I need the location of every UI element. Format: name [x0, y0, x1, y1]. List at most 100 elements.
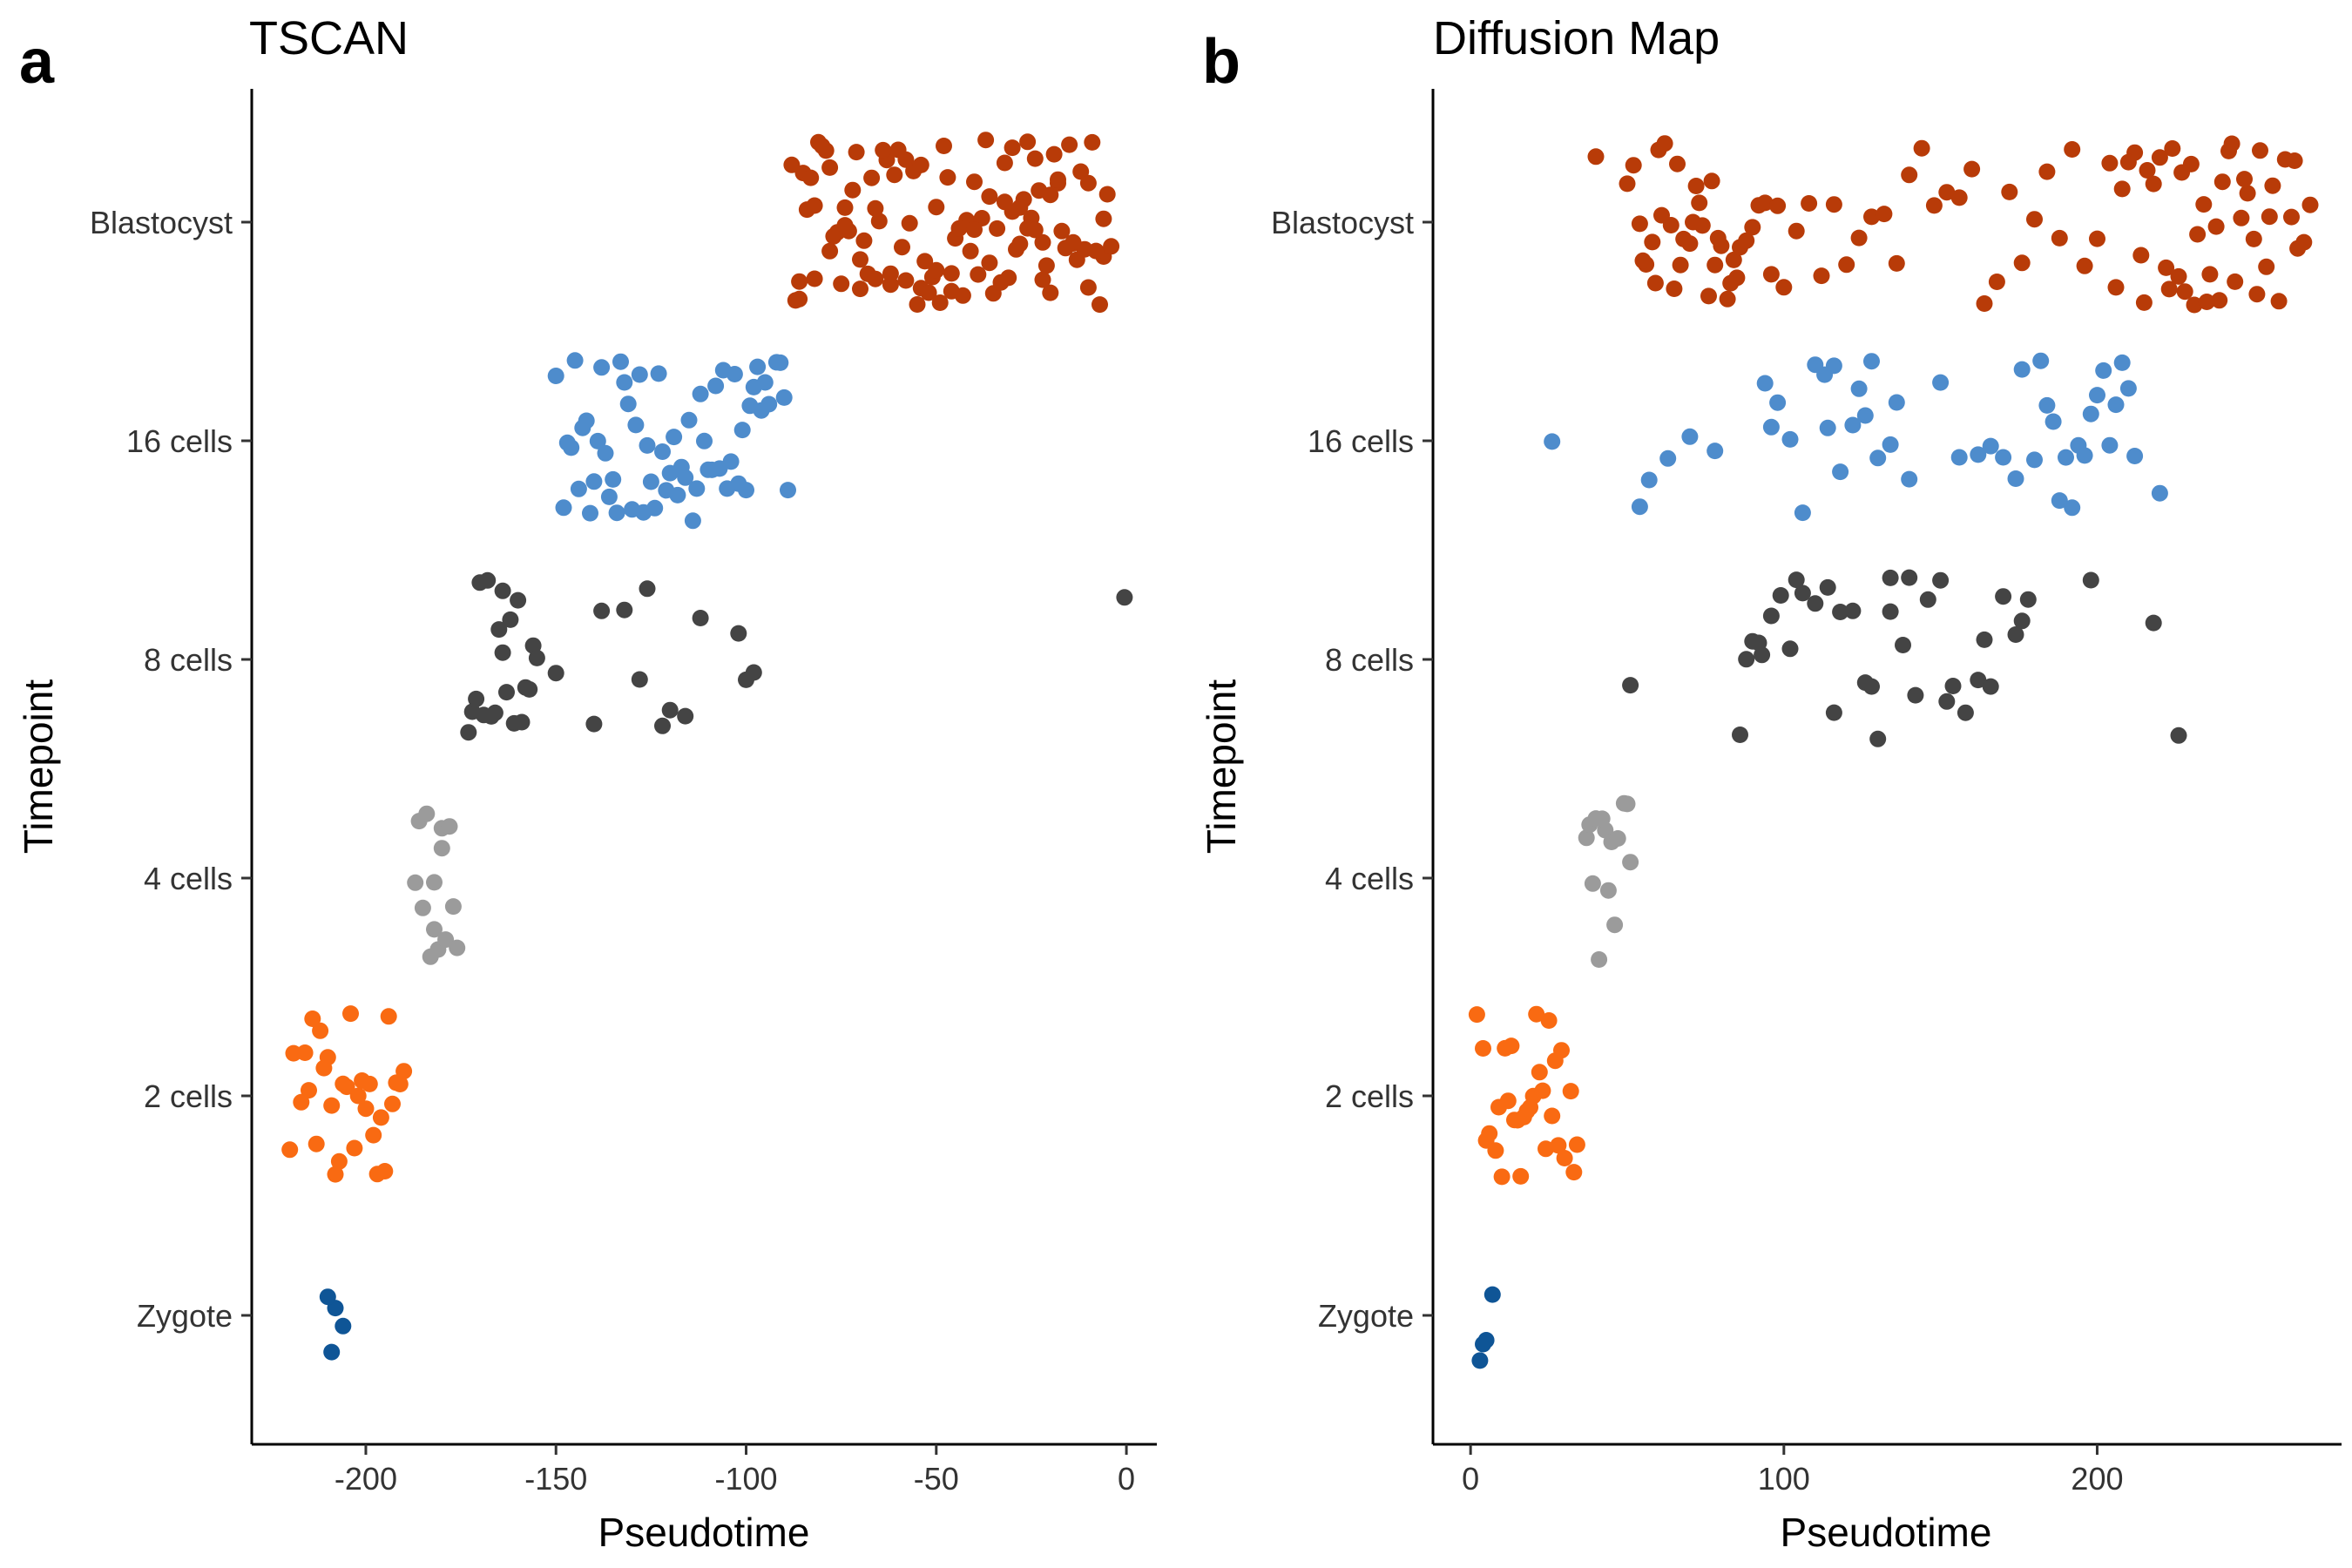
- point-blastocyst: [806, 197, 823, 214]
- point-16-cells: [631, 366, 648, 383]
- point-blastocyst: [1064, 233, 1082, 251]
- point-blastocyst: [1656, 135, 1673, 152]
- point-blastocyst: [1901, 166, 1918, 184]
- point-8-cells: [1938, 693, 1956, 710]
- point-2-cells: [330, 1152, 348, 1170]
- point-blastocyst: [1050, 171, 1066, 188]
- point-blastocyst: [897, 151, 915, 168]
- point-blastocyst: [2213, 173, 2231, 191]
- point-blastocyst: [2223, 135, 2240, 152]
- point-8-cells: [1882, 569, 1899, 586]
- y-tick-label-b: Blastocyst: [1271, 205, 1414, 240]
- point-8-cells: [1762, 607, 1780, 625]
- point-blastocyst: [1026, 221, 1044, 239]
- point-4-cells: [1609, 830, 1626, 847]
- point-16-cells: [2044, 413, 2062, 430]
- point-zygote: [335, 1317, 352, 1335]
- point-16-cells: [566, 352, 584, 369]
- point-blastocyst: [897, 272, 915, 289]
- point-blastocyst: [833, 275, 850, 293]
- point-blastocyst: [1037, 257, 1055, 274]
- point-8-cells: [490, 621, 508, 639]
- point-2-cells: [1538, 1140, 1554, 1158]
- point-blastocyst: [1709, 229, 1727, 247]
- point-blastocyst: [962, 242, 979, 260]
- point-blastocyst: [2301, 196, 2319, 213]
- point-blastocyst: [931, 294, 949, 311]
- point-blastocyst: [1913, 139, 1930, 157]
- point-blastocyst: [1087, 242, 1105, 260]
- point-blastocyst: [867, 270, 884, 287]
- point-blastocyst: [2236, 171, 2253, 188]
- point-blastocyst: [1095, 210, 1112, 227]
- point-16-cells: [2038, 396, 2056, 414]
- point-16-cells: [597, 444, 614, 462]
- point-16-cells: [688, 480, 706, 497]
- point-16-cells: [1844, 416, 1862, 434]
- point-16-cells: [1863, 353, 1880, 370]
- point-blastocyst: [1738, 232, 1755, 249]
- point-blastocyst: [791, 273, 808, 290]
- point-blastocyst: [2252, 142, 2268, 159]
- x-tick-label-a: -200: [335, 1461, 397, 1497]
- point-blastocyst: [981, 254, 998, 272]
- point-16-cells: [707, 377, 725, 395]
- point-blastocyst: [1681, 235, 1699, 253]
- point-8-cells: [730, 625, 747, 642]
- point-4-cells: [1587, 810, 1605, 828]
- point-8-cells: [593, 602, 611, 619]
- point-16-cells: [555, 499, 572, 517]
- point-blastocyst: [1719, 290, 1736, 308]
- point-2-cells: [372, 1109, 389, 1126]
- point-2-cells: [1509, 1112, 1526, 1129]
- point-16-cells: [558, 434, 576, 451]
- point-blastocyst: [1619, 175, 1636, 193]
- point-2-cells: [1531, 1064, 1548, 1081]
- point-16-cells: [733, 422, 751, 439]
- point-blastocyst: [802, 169, 820, 186]
- x-ticks-a: -200 -150 -100 -50 0: [335, 1444, 1135, 1497]
- point-blastocyst: [909, 296, 926, 313]
- point-8-cells: [1844, 602, 1862, 619]
- y-tick-label-a: 2 cells: [144, 1078, 233, 1114]
- point-blastocyst: [1646, 274, 1664, 292]
- point-4-cells: [433, 840, 450, 857]
- x-tick-label-b: 200: [2071, 1461, 2123, 1497]
- point-8-cells: [692, 610, 709, 626]
- point-8-cells: [2019, 591, 2037, 608]
- point-8-cells: [1819, 578, 1836, 596]
- point-blastocyst: [2207, 218, 2225, 235]
- point-16-cells: [1850, 380, 1868, 397]
- point-16-cells: [772, 354, 789, 371]
- point-16-cells: [1901, 470, 1918, 488]
- point-8-cells: [1788, 571, 1805, 589]
- point-blastocyst: [2283, 208, 2300, 226]
- point-blastocyst: [791, 290, 808, 308]
- point-blastocyst: [2013, 254, 2031, 272]
- point-16-cells: [1888, 394, 1905, 411]
- point-blastocyst: [943, 265, 960, 282]
- point-16-cells: [2151, 484, 2168, 502]
- y-axis-title-a: Timepoint: [16, 679, 61, 854]
- point-2-cells: [357, 1100, 375, 1118]
- point-blastocyst: [836, 217, 854, 234]
- point-16-cells: [780, 482, 796, 499]
- point-4-cells: [407, 874, 424, 891]
- point-8-cells: [1832, 604, 1849, 620]
- point-8-cells: [639, 580, 656, 598]
- point-blastocyst: [2119, 153, 2137, 171]
- point-8-cells: [1957, 704, 1974, 721]
- point-16-cells: [1707, 443, 1724, 460]
- point-2-cells: [1546, 1052, 1564, 1070]
- point-blastocyst: [901, 214, 918, 232]
- point-blastocyst: [2160, 280, 2178, 298]
- point-16-cells: [703, 461, 720, 478]
- point-blastocyst: [2270, 293, 2288, 310]
- panel-title-a: TSCAN: [249, 12, 409, 64]
- y-tick-label-b: 2 cells: [1325, 1078, 1414, 1114]
- point-16-cells: [619, 395, 637, 413]
- point-16-cells: [2076, 447, 2093, 464]
- point-blastocyst: [1098, 186, 1116, 203]
- point-blastocyst: [1775, 279, 1793, 296]
- point-zygote: [1471, 1352, 1489, 1369]
